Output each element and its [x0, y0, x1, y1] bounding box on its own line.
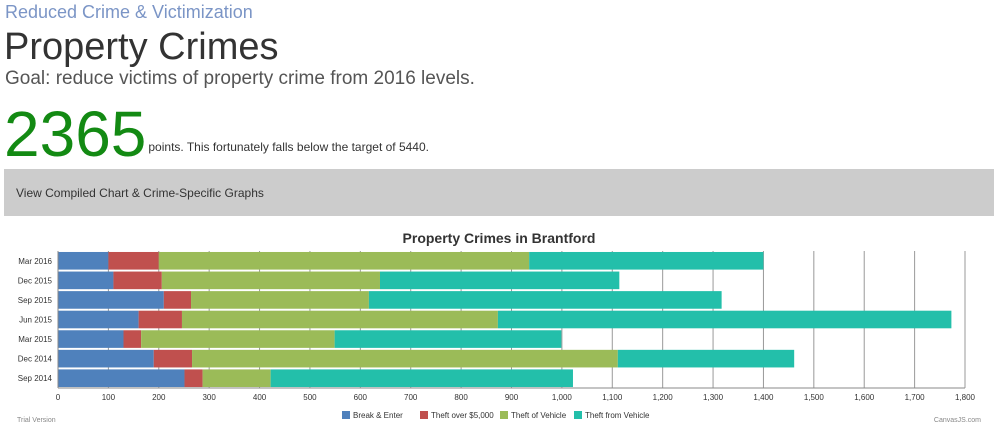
- bar-segment[interactable]: [153, 349, 193, 368]
- chart-title: Property Crimes in Brantford: [403, 230, 596, 246]
- x-tick-label: 1,800: [955, 393, 976, 402]
- category-label: Sep 2014: [18, 374, 53, 383]
- goal-text: Goal: reduce victims of property crime f…: [5, 68, 475, 89]
- x-tick-label: 400: [253, 393, 267, 402]
- category-label: Dec 2014: [18, 355, 53, 364]
- x-tick-label: 1,700: [905, 393, 926, 402]
- bar-segment[interactable]: [58, 349, 154, 368]
- chart-bars: [58, 251, 952, 388]
- legend-swatch[interactable]: [420, 411, 428, 419]
- x-tick-label: 800: [454, 393, 468, 402]
- legend-label[interactable]: Theft over $5,000: [431, 411, 494, 420]
- bar-segment[interactable]: [58, 369, 185, 388]
- view-charts-label: View Compiled Chart & Crime-Specific Gra…: [16, 185, 264, 200]
- bar-segment[interactable]: [529, 251, 764, 270]
- legend-swatch[interactable]: [342, 411, 350, 419]
- bar-segment[interactable]: [158, 251, 530, 270]
- x-tick-label: 1,500: [804, 393, 825, 402]
- bar-segment[interactable]: [617, 349, 795, 368]
- legend-label[interactable]: Theft from Vehicle: [585, 411, 650, 420]
- legend-label[interactable]: Theft of Vehicle: [511, 411, 567, 420]
- legend-swatch[interactable]: [574, 411, 582, 419]
- x-tick-label: 1,200: [653, 393, 674, 402]
- bar-segment[interactable]: [58, 291, 164, 309]
- view-charts-toggle[interactable]: View Compiled Chart & Crime-Specific Gra…: [4, 169, 994, 216]
- category-label: Dec 2015: [18, 276, 53, 285]
- canvasjs-credit[interactable]: CanvasJS.com: [934, 417, 981, 424]
- x-tick-label: 100: [102, 393, 116, 402]
- score-row: 2365 points. This fortunately falls belo…: [4, 102, 429, 166]
- x-tick-label: 300: [202, 393, 216, 402]
- chart-category-labels: Sep 2014 Dec 2014 Mar 2015 Jun 2015 Sep 2015…: [18, 257, 53, 383]
- x-tick-label: 1,600: [854, 393, 875, 402]
- bar-segment[interactable]: [113, 271, 162, 290]
- x-tick-label: 500: [303, 393, 317, 402]
- bar-segment[interactable]: [192, 349, 618, 368]
- bar-segment[interactable]: [202, 369, 271, 388]
- chart-legend: Break & Enter Theft over $5,000 Theft of V…: [342, 411, 650, 420]
- bar-segment[interactable]: [141, 330, 335, 348]
- page-title: Property Crimes: [4, 26, 279, 68]
- bar-segment[interactable]: [379, 271, 620, 290]
- bar-segment[interactable]: [138, 310, 182, 329]
- bar-segment[interactable]: [161, 271, 380, 290]
- x-tick-label: 600: [354, 393, 368, 402]
- property-crimes-chart: Property Crimes in Brantford Sep 2014 Dec…: [17, 230, 981, 424]
- x-tick-label: 900: [505, 393, 519, 402]
- category-label: Mar 2016: [18, 257, 52, 266]
- bar-segment[interactable]: [191, 291, 369, 309]
- x-tick-label: 200: [152, 393, 166, 402]
- bar-segment[interactable]: [108, 251, 159, 270]
- score-value: 2365: [4, 98, 147, 170]
- x-tick-label: 1,300: [703, 393, 724, 402]
- bar-segment[interactable]: [497, 310, 952, 329]
- category-label: Sep 2015: [18, 296, 53, 305]
- bar-segment[interactable]: [58, 310, 139, 329]
- x-tick-label: 0: [56, 393, 61, 402]
- bar-segment[interactable]: [58, 330, 124, 348]
- bar-segment[interactable]: [181, 310, 498, 329]
- bar-segment[interactable]: [270, 369, 573, 388]
- bar-segment[interactable]: [123, 330, 142, 348]
- legend-swatch[interactable]: [500, 411, 508, 419]
- bar-segment[interactable]: [58, 251, 109, 270]
- chart-x-tick-labels: 0 100 200 300 400 500 600 700 800 900 1,000 1,100 1,…: [56, 393, 976, 402]
- category-link[interactable]: Reduced Crime & Victimization: [5, 2, 253, 22]
- bar-segment[interactable]: [163, 291, 192, 309]
- legend-label[interactable]: Break & Enter: [353, 411, 403, 420]
- trial-version-label: Trial Version: [17, 417, 56, 424]
- x-tick-label: 1,100: [602, 393, 623, 402]
- category-label: Mar 2015: [18, 335, 52, 344]
- bar-segment[interactable]: [368, 291, 722, 309]
- bar-segment[interactable]: [58, 271, 114, 290]
- score-description: points. This fortunately falls below the…: [148, 140, 429, 154]
- category-label: Jun 2015: [19, 316, 52, 325]
- x-tick-label: 700: [404, 393, 418, 402]
- bar-segment[interactable]: [334, 330, 562, 348]
- bar-segment[interactable]: [184, 369, 203, 388]
- x-tick-label: 1,400: [753, 393, 774, 402]
- x-tick-label: 1,000: [552, 393, 573, 402]
